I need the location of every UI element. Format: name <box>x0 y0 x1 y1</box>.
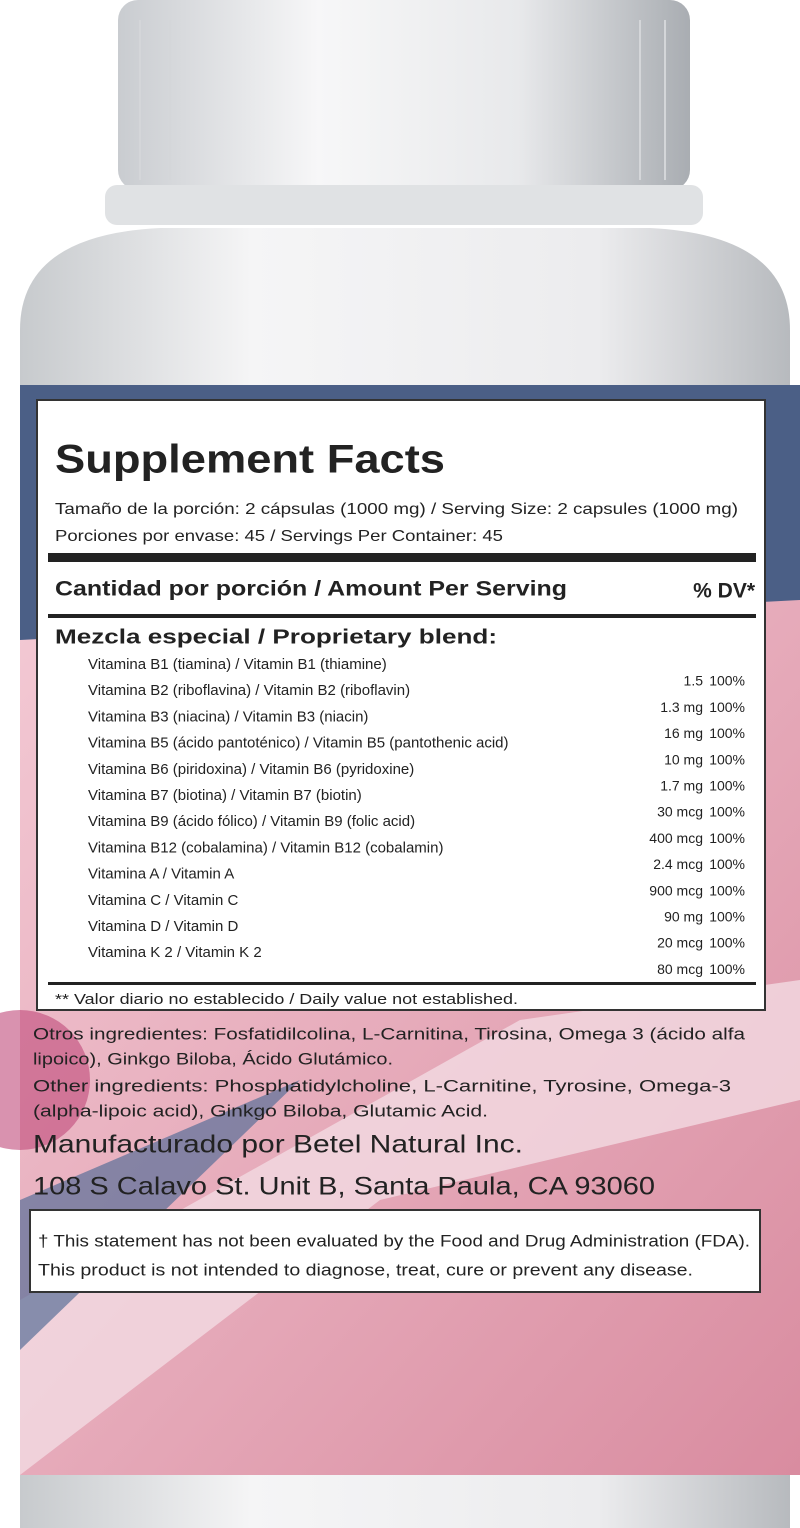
brain-graphic <box>0 1010 90 1150</box>
ingredient-name: Vitamina B9 (ácido fólico) / Vitamin B9 … <box>88 813 415 830</box>
disclaimer: † This statement has not been evaluated … <box>38 1231 750 1250</box>
blend-title: Mezcla especial / Proprietary blend: <box>55 626 497 648</box>
ingredient-dv: 100% <box>709 751 745 767</box>
thick-rule <box>48 553 756 562</box>
servings-per-container: Porciones por envase: 45 / Servings Per … <box>55 528 503 545</box>
ingredient-dv: 100% <box>709 961 745 977</box>
ingredient-name: Vitamina B3 (niacina) / Vitamin B3 (niac… <box>88 708 368 725</box>
serving-size: Tamaño de la porción: 2 cápsulas (1000 m… <box>55 501 738 518</box>
ingredient-name: Vitamina K 2 / Vitamin K 2 <box>88 944 262 961</box>
facts-panel <box>36 399 766 1011</box>
ingredient-dv: 100% <box>709 856 745 872</box>
ingredient-dv: 100% <box>709 830 745 846</box>
other-ingredients-es: Otros ingredientes: Fosfatidilcolina, L-… <box>33 1024 746 1043</box>
cap-ridges <box>139 20 666 180</box>
ingredient-dv: 100% <box>709 804 745 820</box>
ingredient-name: Vitamina B1 (tiamina) / Vitamin B1 (thia… <box>88 656 387 673</box>
ingredient-name: Vitamina B6 (piridoxina) / Vitamin B6 (p… <box>88 761 414 778</box>
dv-header: % DV* <box>693 580 756 603</box>
disclaimer: This product is not intended to diagnose… <box>38 1260 693 1279</box>
ingredient-dv: 100% <box>709 882 745 898</box>
ingredient-amount: 1.5 <box>684 673 704 689</box>
amount-header: Cantidad por porción / Amount Per Servin… <box>55 578 567 601</box>
cap <box>118 0 690 190</box>
ingredient-name: Vitamina B2 (riboflavina) / Vitamin B2 (… <box>88 682 410 699</box>
neck <box>105 185 703 225</box>
other-ingredients-es: lipoico), Ginkgo Biloba, Ácido Glutámico… <box>33 1049 393 1068</box>
ingredient-dv: 100% <box>709 778 745 794</box>
ingredient-amount: 400 mcg <box>649 830 703 846</box>
label-stripe <box>20 980 800 1475</box>
ingredient-dv: 100% <box>709 909 745 925</box>
ingredient-amount: 1.7 mg <box>660 778 703 794</box>
ingredient-dv: 100% <box>709 725 745 741</box>
address: 108 S Calavo St. Unit B, Santa Paula, CA… <box>33 1173 655 1201</box>
manufacturer: Manufacturado por Betel Natural Inc. <box>33 1131 523 1159</box>
ingredient-amount: 1.3 mg <box>660 699 703 715</box>
ingredient-amount: 10 mg <box>664 751 703 767</box>
ingredient-amount: 20 mcg <box>657 935 703 951</box>
ingredient-name: Vitamina B7 (biotina) / Vitamin B7 (biot… <box>88 787 362 804</box>
disclaimer-box <box>29 1209 761 1293</box>
rule <box>48 982 756 985</box>
ingredient-name: Vitamina A / Vitamin A <box>88 866 234 883</box>
ingredient-amount: 900 mcg <box>649 882 703 898</box>
ingredient-rows: Vitamina B1 (tiamina) / Vitamin B1 (thia… <box>88 656 745 977</box>
ingredient-amount: 30 mcg <box>657 804 703 820</box>
ingredient-dv: 100% <box>709 699 745 715</box>
ingredient-dv: 100% <box>709 935 745 951</box>
rule <box>48 614 756 618</box>
ingredient-dv: 100% <box>709 673 745 689</box>
ingredient-amount: 16 mg <box>664 725 703 741</box>
other-ingredients-en: Other ingredients: Phosphatidylcholine, … <box>33 1076 731 1095</box>
ingredient-name: Vitamina B5 (ácido pantoténico) / Vitami… <box>88 735 509 752</box>
facts-title: Supplement Facts <box>55 438 445 482</box>
footnote: ** Valor diario no establecido / Daily v… <box>55 991 518 1008</box>
ingredient-amount: 80 mcg <box>657 961 703 977</box>
ingredient-name: Vitamina B12 (cobalamina) / Vitamin B12 … <box>88 839 443 856</box>
ingredient-name: Vitamina D / Vitamin D <box>88 918 239 935</box>
ingredient-amount: 90 mg <box>664 909 703 925</box>
ingredient-name: Vitamina C / Vitamin C <box>88 892 239 909</box>
other-ingredients-en: (alpha-lipoic acid), Ginkgo Biloba, Glut… <box>33 1101 488 1120</box>
ingredient-amount: 2.4 mcg <box>653 856 703 872</box>
